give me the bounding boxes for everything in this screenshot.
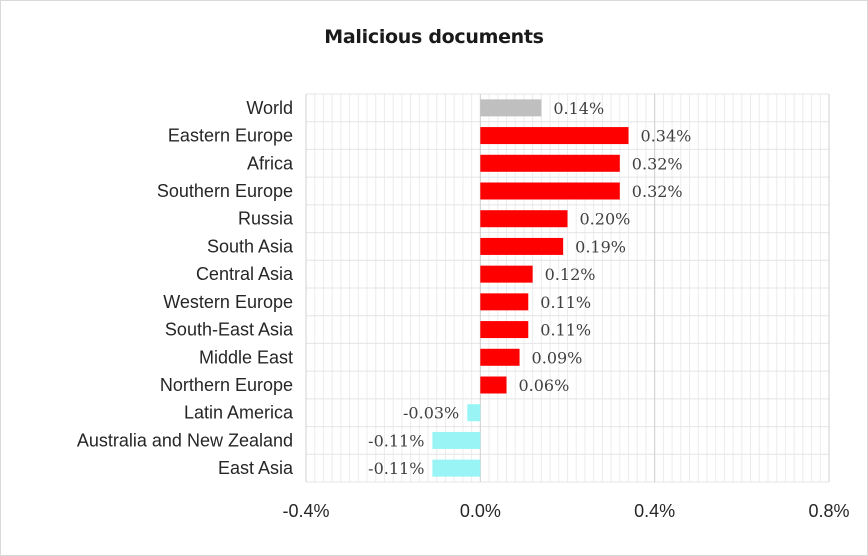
category-label: Northern Europe xyxy=(160,375,293,395)
grid-lines xyxy=(305,93,830,483)
x-tick-label: 0.4% xyxy=(634,501,675,521)
category-label: Africa xyxy=(247,153,294,173)
category-label: Southern Europe xyxy=(157,181,293,201)
bar xyxy=(480,99,542,117)
category-label: Australia and New Zealand xyxy=(77,430,293,450)
data-label: 0.32% xyxy=(632,154,683,173)
category-labels: World Eastern Europe Africa Southern Europe… xyxy=(77,98,294,478)
bars xyxy=(432,99,629,477)
bar xyxy=(480,321,529,339)
category-label: South-East Asia xyxy=(165,320,294,340)
x-tick-label: -0.4% xyxy=(282,501,329,521)
x-tick-label: 0.0% xyxy=(460,501,501,521)
bar xyxy=(480,237,564,255)
bar xyxy=(480,127,629,145)
data-label: 0.09% xyxy=(532,348,583,367)
category-label: Eastern Europe xyxy=(168,126,293,146)
data-labels: 0.14%0.34%0.32%0.32%0.20%0.19%0.12%0.11%… xyxy=(368,99,691,478)
category-label: Latin America xyxy=(184,403,294,423)
bar xyxy=(480,376,507,394)
bar xyxy=(467,404,481,422)
bar xyxy=(432,431,481,449)
data-label: -0.11% xyxy=(368,431,424,450)
category-label: World xyxy=(246,98,293,118)
data-label: 0.14% xyxy=(553,99,604,118)
data-label: 0.11% xyxy=(540,293,591,312)
bar xyxy=(480,182,620,200)
bar xyxy=(480,210,568,228)
bar xyxy=(480,348,520,366)
bar xyxy=(480,154,620,172)
data-label: 0.12% xyxy=(545,265,596,284)
category-label: Western Europe xyxy=(163,292,293,312)
data-label: 0.34% xyxy=(641,127,692,146)
category-label: Russia xyxy=(238,209,294,229)
category-label: Central Asia xyxy=(196,264,294,284)
chart-title: Malicious documents xyxy=(324,26,544,48)
bar xyxy=(480,265,533,283)
x-axis-ticks: -0.4% 0.0% 0.4% 0.8% xyxy=(282,501,849,521)
data-label: 0.19% xyxy=(575,237,626,256)
data-label: 0.11% xyxy=(540,321,591,340)
data-label: 0.20% xyxy=(580,210,631,229)
data-label: 0.06% xyxy=(518,376,569,395)
data-label: -0.11% xyxy=(368,459,424,478)
bar xyxy=(432,459,481,477)
data-label: 0.32% xyxy=(632,182,683,201)
category-label: East Asia xyxy=(218,458,294,478)
bar xyxy=(480,293,529,311)
data-label: -0.03% xyxy=(403,404,459,423)
x-tick-label: 0.8% xyxy=(808,501,849,521)
category-label: South Asia xyxy=(207,236,294,256)
category-label: Middle East xyxy=(199,347,293,367)
